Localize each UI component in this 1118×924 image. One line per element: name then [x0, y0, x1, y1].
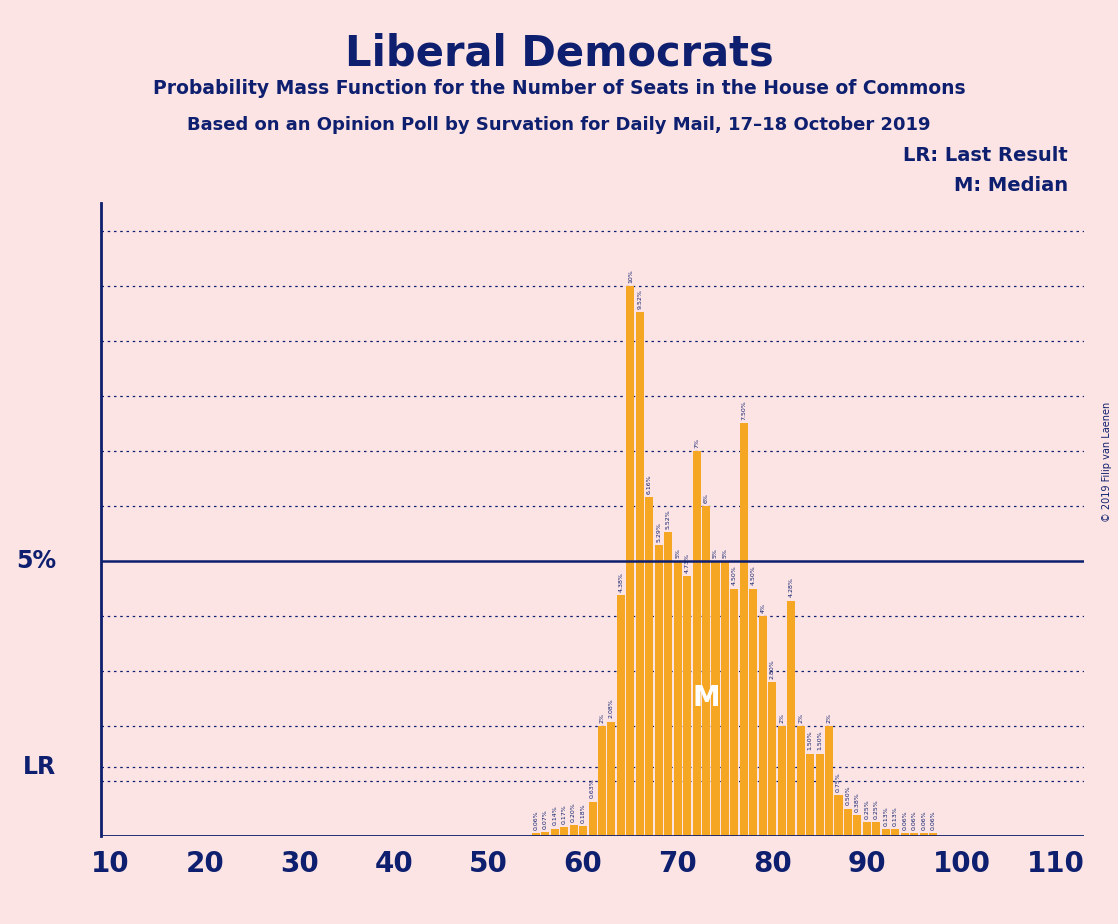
- Text: 0.25%: 0.25%: [864, 799, 870, 820]
- Bar: [560, 827, 568, 836]
- Bar: [569, 825, 578, 836]
- Text: 0.20%: 0.20%: [571, 802, 576, 822]
- Text: 6%: 6%: [703, 492, 709, 503]
- Bar: [607, 722, 616, 836]
- Bar: [598, 726, 606, 836]
- Text: 4.28%: 4.28%: [788, 578, 794, 597]
- Bar: [551, 829, 559, 836]
- Text: 0.50%: 0.50%: [845, 785, 851, 806]
- Text: 5%: 5%: [17, 549, 56, 573]
- Text: 4%: 4%: [760, 602, 766, 613]
- Text: 7%: 7%: [694, 438, 699, 447]
- Bar: [655, 545, 663, 836]
- Text: 5%: 5%: [713, 548, 718, 558]
- Bar: [806, 754, 814, 836]
- Text: © 2019 Filip van Laenen: © 2019 Filip van Laenen: [1102, 402, 1111, 522]
- Text: 10%: 10%: [628, 269, 633, 283]
- Text: 0.18%: 0.18%: [580, 803, 586, 823]
- Text: 0.38%: 0.38%: [855, 792, 860, 812]
- Text: 0.07%: 0.07%: [542, 809, 548, 829]
- Bar: [910, 833, 918, 836]
- Bar: [929, 833, 937, 836]
- Text: 2%: 2%: [798, 712, 803, 723]
- Text: 0.06%: 0.06%: [902, 810, 907, 830]
- Bar: [768, 682, 776, 836]
- Text: 4.50%: 4.50%: [751, 565, 756, 585]
- Text: 0.06%: 0.06%: [911, 810, 917, 830]
- Bar: [853, 815, 862, 836]
- Bar: [664, 532, 672, 836]
- Bar: [588, 801, 597, 836]
- Text: 0.06%: 0.06%: [930, 810, 936, 830]
- Text: 0.25%: 0.25%: [874, 799, 879, 820]
- Text: 0.63%: 0.63%: [590, 779, 595, 798]
- Text: 0.06%: 0.06%: [533, 810, 538, 830]
- Bar: [683, 576, 691, 836]
- Text: 1.50%: 1.50%: [817, 731, 822, 750]
- Bar: [711, 561, 720, 836]
- Bar: [815, 754, 824, 836]
- Bar: [730, 589, 739, 836]
- Bar: [834, 795, 843, 836]
- Bar: [882, 829, 890, 836]
- Text: 5.29%: 5.29%: [656, 522, 661, 541]
- Bar: [920, 833, 928, 836]
- Text: 0.06%: 0.06%: [921, 810, 926, 830]
- Bar: [645, 497, 653, 836]
- Text: Based on an Opinion Poll by Survation for Daily Mail, 17–18 October 2019: Based on an Opinion Poll by Survation fo…: [187, 116, 931, 133]
- Bar: [891, 829, 899, 836]
- Text: LR: Last Result: LR: Last Result: [903, 146, 1068, 165]
- Bar: [901, 833, 909, 836]
- Bar: [844, 808, 852, 836]
- Text: 0.17%: 0.17%: [561, 804, 567, 823]
- Text: 2.80%: 2.80%: [770, 659, 775, 679]
- Text: M: Median: M: Median: [954, 176, 1068, 195]
- Bar: [541, 833, 549, 836]
- Bar: [617, 595, 625, 836]
- Text: 5.52%: 5.52%: [665, 509, 671, 529]
- Text: Liberal Democrats: Liberal Democrats: [344, 32, 774, 74]
- Bar: [872, 822, 880, 836]
- Bar: [579, 826, 587, 836]
- Text: 5%: 5%: [722, 548, 728, 558]
- Text: 0.14%: 0.14%: [552, 806, 557, 825]
- Bar: [797, 726, 805, 836]
- Text: Probability Mass Function for the Number of Seats in the House of Commons: Probability Mass Function for the Number…: [153, 79, 965, 98]
- Bar: [702, 506, 710, 836]
- Text: 2.08%: 2.08%: [609, 699, 614, 719]
- Text: 4.73%: 4.73%: [684, 553, 690, 573]
- Bar: [749, 589, 757, 836]
- Text: 0.13%: 0.13%: [893, 806, 898, 826]
- Bar: [787, 601, 795, 836]
- Text: 2%: 2%: [826, 712, 832, 723]
- Bar: [825, 726, 833, 836]
- Bar: [532, 833, 540, 836]
- Bar: [863, 822, 871, 836]
- Text: M: M: [692, 684, 720, 711]
- Text: 6.16%: 6.16%: [647, 474, 652, 494]
- Text: 7.50%: 7.50%: [741, 400, 747, 420]
- Text: 5%: 5%: [675, 548, 680, 558]
- Text: 9.52%: 9.52%: [637, 289, 643, 309]
- Bar: [636, 312, 644, 836]
- Bar: [721, 561, 729, 836]
- Bar: [759, 616, 767, 836]
- Text: LR: LR: [23, 756, 56, 780]
- Bar: [674, 561, 682, 836]
- Text: 0.75%: 0.75%: [836, 772, 841, 792]
- Text: 2%: 2%: [779, 712, 784, 723]
- Text: 1.50%: 1.50%: [807, 731, 813, 750]
- Bar: [692, 451, 701, 836]
- Text: 0.13%: 0.13%: [883, 806, 889, 826]
- Text: 4.50%: 4.50%: [732, 565, 737, 585]
- Bar: [740, 423, 748, 836]
- Text: 2%: 2%: [599, 712, 605, 723]
- Text: 4.38%: 4.38%: [618, 572, 624, 592]
- Bar: [626, 286, 634, 836]
- Bar: [778, 726, 786, 836]
